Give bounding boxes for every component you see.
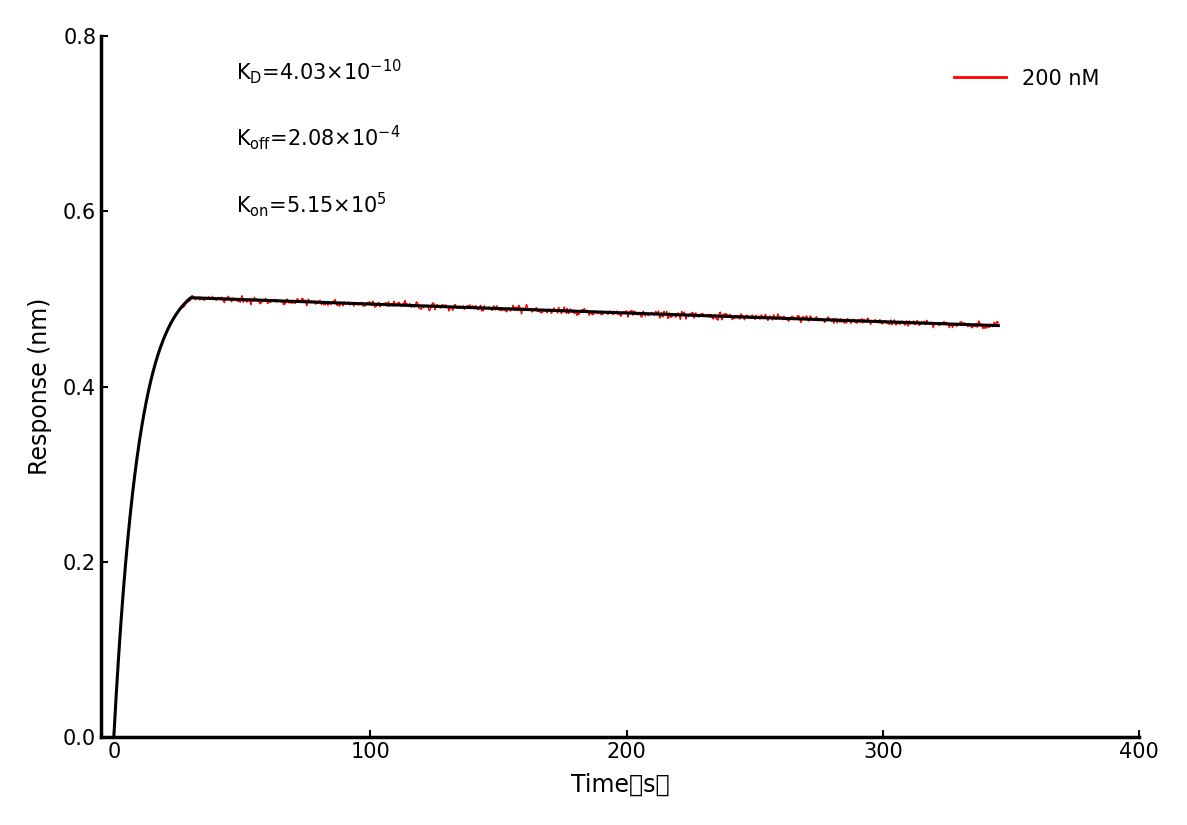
Legend: 200 nM: 200 nM — [945, 60, 1109, 97]
X-axis label: Time（s）: Time（s） — [571, 773, 669, 797]
Text: K$_\mathrm{on}$=5.15×10$^{5}$: K$_\mathrm{on}$=5.15×10$^{5}$ — [236, 190, 387, 219]
Text: K$_\mathrm{D}$=4.03×10$^{-10}$: K$_\mathrm{D}$=4.03×10$^{-10}$ — [236, 57, 402, 86]
Text: K$_\mathrm{off}$=2.08×10$^{-4}$: K$_\mathrm{off}$=2.08×10$^{-4}$ — [236, 124, 400, 153]
Y-axis label: Response (nm): Response (nm) — [27, 298, 52, 475]
